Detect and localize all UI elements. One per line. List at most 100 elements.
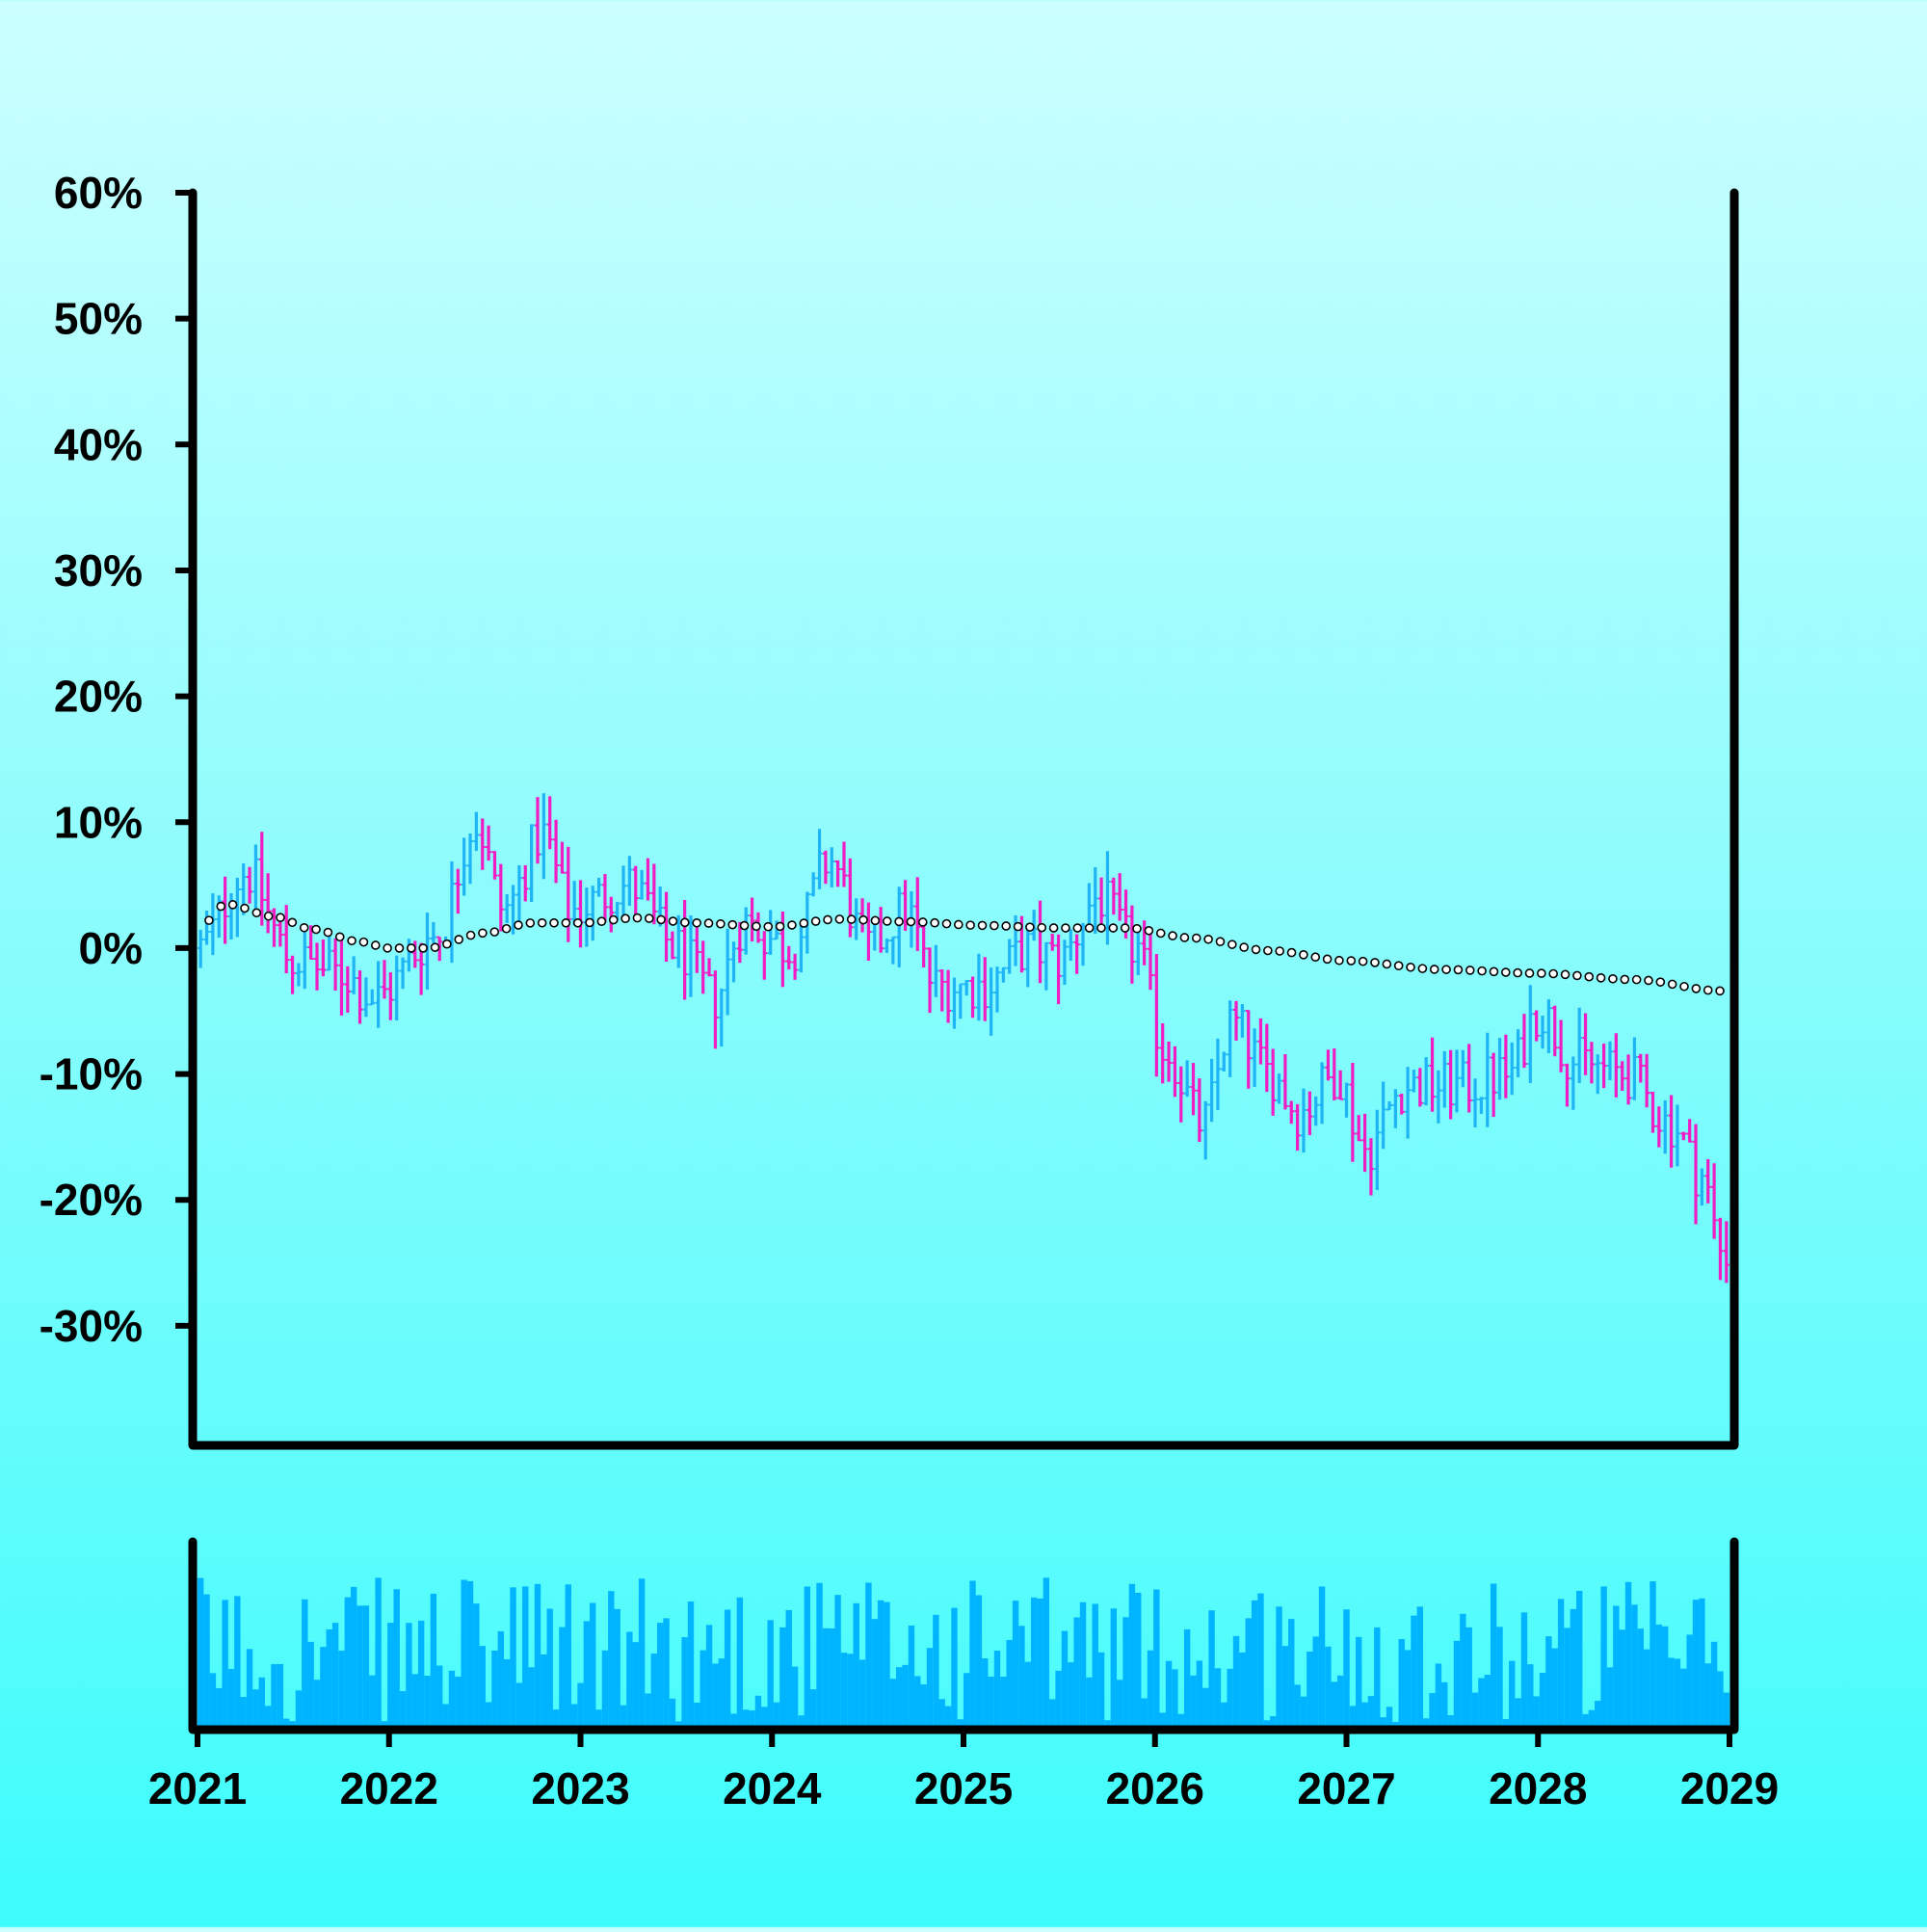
volume-bar <box>834 1595 841 1730</box>
ohlc-bar-up <box>1484 1032 1491 1127</box>
ohlc-bar-down <box>534 797 541 864</box>
volume-bar <box>252 1689 259 1730</box>
ohlc-bar-up <box>675 914 682 968</box>
ohlc-bar-up <box>1405 1067 1412 1139</box>
ohlc-bar-down <box>1263 1023 1270 1093</box>
ohlc-bar-up <box>1606 1041 1613 1081</box>
ohlc-bar-up <box>743 907 750 955</box>
volume-bar <box>1564 1628 1571 1730</box>
trend-marker <box>752 921 761 932</box>
trend-marker <box>1358 956 1368 966</box>
volume-bar <box>1674 1658 1681 1730</box>
volume-bar <box>1141 1698 1148 1730</box>
volume-bar <box>1404 1650 1412 1730</box>
ohlc-bar-up <box>1386 1100 1393 1111</box>
ohlc-bar-down <box>601 874 608 923</box>
x-tick-label: 2026 <box>1106 1763 1204 1813</box>
ohlc-bar-down <box>387 972 394 1020</box>
ohlc-bar-up <box>1441 1050 1448 1108</box>
trend-marker <box>716 918 726 929</box>
volume-bar <box>295 1690 303 1730</box>
volume-bar <box>227 1669 235 1730</box>
ohlc-bar-down <box>1447 1049 1454 1120</box>
y-tick-label: 0% <box>79 923 143 973</box>
volume-bar <box>669 1698 676 1730</box>
volume-bar <box>448 1670 456 1730</box>
volume-bar <box>356 1605 363 1730</box>
trend-marker <box>1108 923 1119 933</box>
volume-bar <box>663 1618 670 1730</box>
x-tick-label: 2022 <box>340 1763 438 1813</box>
volume-bar <box>1637 1628 1644 1730</box>
ohlc-bar-up <box>203 910 210 945</box>
volume-bar <box>393 1589 400 1730</box>
volume-bars <box>197 1577 1730 1730</box>
trend-marker <box>965 920 975 930</box>
volume-bar <box>1502 1719 1510 1730</box>
trend-marker <box>775 921 785 932</box>
volume-bar <box>424 1676 431 1730</box>
ohlc-bar-down <box>1465 1044 1472 1113</box>
volume-bar <box>620 1705 627 1730</box>
ohlc-bar-down <box>712 970 719 1049</box>
ohlc-bar-down <box>1686 1119 1693 1143</box>
trend-marker <box>977 920 988 931</box>
volume-bar <box>1575 1590 1583 1730</box>
volume-bar <box>650 1654 658 1730</box>
ohlc-bar-down <box>1190 1063 1197 1116</box>
ohlc-bar-up <box>1319 1062 1326 1125</box>
trend-marker <box>787 920 797 930</box>
volume-bar <box>1073 1617 1080 1730</box>
trend-marker <box>1227 940 1237 949</box>
volume-bar <box>847 1654 854 1730</box>
ohlc-bar-down <box>681 899 688 1000</box>
ohlc-bar-up <box>461 837 467 896</box>
volume-bar <box>1177 1713 1184 1730</box>
volume-bar <box>1172 1669 1178 1730</box>
volume-bar <box>601 1650 609 1730</box>
ohlc-bar-up <box>504 893 511 923</box>
volume-bar <box>1024 1661 1031 1730</box>
ohlc-bar-up <box>1202 1100 1209 1160</box>
trend-marker <box>1393 961 1404 970</box>
trend-marker <box>1322 954 1333 965</box>
trend-marker <box>1061 923 1070 933</box>
volume-bar <box>1269 1716 1277 1730</box>
ohlc-bar-up <box>810 872 817 897</box>
volume-bar <box>1257 1593 1264 1730</box>
ohlc-bar-down <box>411 940 418 968</box>
ohlc-bar-up <box>362 977 369 1018</box>
volume-bar <box>307 1641 314 1730</box>
ohlc-bar-down <box>1637 1053 1644 1083</box>
ohlc-bar-up <box>730 941 737 983</box>
ohlc-bar-down <box>700 940 706 994</box>
volume-bar <box>1441 1681 1448 1730</box>
ohlc-bar-down <box>1625 1054 1632 1105</box>
ohlc-bar-down <box>914 877 921 951</box>
volume-bar <box>1165 1660 1173 1730</box>
volume-bar <box>804 1586 811 1730</box>
ohlc-bar-up <box>1006 939 1013 974</box>
ohlc-bar-down <box>1361 1113 1368 1173</box>
volume-bar <box>541 1654 547 1730</box>
volume-bar <box>724 1609 731 1730</box>
ohlc-bar-down <box>663 891 670 963</box>
volume-bar <box>1079 1601 1087 1730</box>
ohlc-bar-up <box>1092 867 1098 935</box>
trend-marker <box>1001 921 1012 931</box>
volume-bar <box>577 1682 584 1730</box>
y-tick-label: 20% <box>54 672 143 722</box>
volume-bar <box>320 1647 327 1730</box>
volume-bar <box>1588 1709 1596 1730</box>
ohlc-bar-down <box>645 858 651 901</box>
volume-bar <box>926 1648 934 1730</box>
trend-marker <box>1275 946 1285 956</box>
trend-marker <box>465 930 476 940</box>
ohlc-bar-up <box>1527 985 1534 1084</box>
volume-bar <box>240 1697 247 1730</box>
trend-marker <box>656 914 666 925</box>
volume-bar <box>1190 1675 1197 1730</box>
trend-marker <box>1715 986 1725 996</box>
volume-bar <box>889 1679 897 1730</box>
